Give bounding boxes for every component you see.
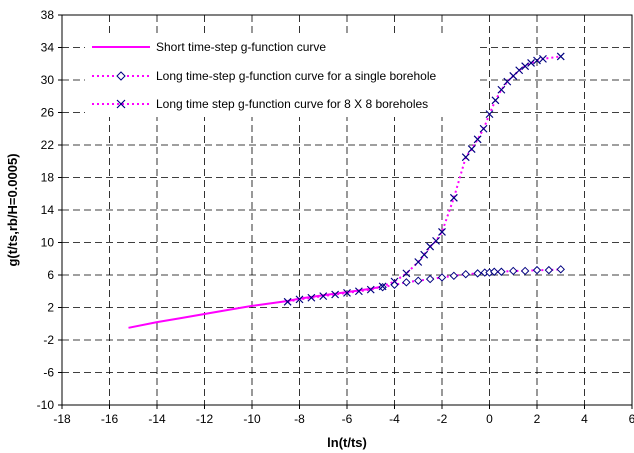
- x-marker: [378, 282, 387, 291]
- x-marker: [521, 62, 530, 71]
- legend: Short time-step g-function curve Long ti…: [85, 35, 477, 117]
- y-tick-label: 22: [41, 138, 55, 152]
- y-tick-label: 14: [41, 203, 55, 217]
- series-line-0: [128, 285, 383, 329]
- diamond-marker: [449, 271, 459, 281]
- x-marker: [390, 277, 399, 286]
- diamond-marker: [490, 267, 499, 276]
- legend-label-short: Short time-step g-function curve: [156, 40, 326, 54]
- x-marker: [467, 145, 476, 153]
- x-marker: [527, 59, 535, 67]
- x-marker: [491, 96, 500, 105]
- x-marker: [497, 85, 506, 94]
- x-marker: [539, 54, 547, 63]
- x-marker: [432, 236, 440, 245]
- diamond-marker: [556, 265, 565, 274]
- diamond-marker: [414, 276, 423, 285]
- y-tick-label: 18: [41, 171, 55, 185]
- x-marker: [556, 52, 565, 61]
- x-tick-label: -16: [101, 412, 119, 426]
- x-marker: [307, 293, 316, 302]
- legend-entry-short: Short time-step g-function curve: [92, 40, 326, 54]
- y-tick-label: 26: [41, 106, 55, 120]
- diamond-marker: [544, 265, 554, 275]
- y-tick-label: -2: [43, 333, 54, 347]
- diamond-marker: [473, 269, 482, 278]
- diamond-marker: [461, 269, 470, 279]
- diamond-marker: [497, 267, 506, 276]
- y-tick-label: -10: [37, 398, 55, 412]
- series-markers: [283, 52, 565, 306]
- x-tick-label: -6: [342, 412, 353, 426]
- y-tick-label: 2: [47, 301, 54, 315]
- x-marker: [473, 135, 482, 144]
- diamond-marker: [520, 266, 530, 276]
- diamond-marker: [402, 278, 411, 287]
- x-marker: [420, 250, 429, 259]
- x-marker: [414, 258, 423, 266]
- x-tick-label: 6: [629, 412, 634, 426]
- x-marker: [438, 228, 446, 236]
- x-tick-label: -4: [389, 412, 400, 426]
- x-marker: [461, 153, 470, 162]
- legend-label-single-borehole: Long time-step g-function curve for a si…: [156, 69, 436, 83]
- x-tick-label: -10: [243, 412, 261, 426]
- y-tick-label: 30: [41, 73, 55, 87]
- x-tick-label: -14: [148, 412, 166, 426]
- x-tick-label: -18: [53, 412, 71, 426]
- legend-entry-8x8-boreholes: Long time step g-function curve for 8 X …: [92, 97, 428, 111]
- y-tick-label: 38: [41, 8, 55, 22]
- x-marker: [515, 66, 524, 75]
- x-marker: [449, 193, 458, 202]
- y-tick-label: -6: [43, 366, 54, 380]
- legend-marker-x: [116, 99, 126, 109]
- y-tick-label: 10: [41, 236, 55, 250]
- legend-label-8x8-boreholes: Long time step g-function curve for 8 X …: [156, 97, 428, 111]
- x-marker: [402, 269, 411, 278]
- y-tick-label: 6: [47, 268, 54, 282]
- x-tick-label: 4: [581, 412, 588, 426]
- legend-entry-single-borehole: Long time-step g-function curve for a si…: [92, 69, 436, 83]
- x-marker: [479, 124, 488, 133]
- diamond-marker: [425, 274, 435, 284]
- x-tick-label: -8: [294, 412, 305, 426]
- series-line-1: [382, 268, 561, 289]
- y-axis-title: g(t/ts,rb/H=0.0005): [5, 153, 20, 266]
- x-marker: [485, 110, 494, 119]
- x-axis-ticks: -18 -16 -14 -12 -10 -8 -6 -4 -2 0 2 4 6: [53, 405, 634, 426]
- series-line-2: [287, 55, 561, 303]
- diamond-marker: [437, 273, 447, 282]
- x-axis-title: ln(t/ts): [327, 435, 367, 450]
- x-marker: [319, 292, 328, 301]
- diamond-marker: [532, 265, 542, 275]
- x-marker: [354, 287, 363, 296]
- x-tick-label: 2: [534, 412, 541, 426]
- x-marker: [331, 290, 340, 299]
- legend-background: [85, 35, 477, 117]
- x-tick-label: -12: [196, 412, 214, 426]
- diamond-marker: [509, 266, 518, 276]
- x-tick-label: 0: [486, 412, 493, 426]
- x-marker: [533, 56, 541, 65]
- x-marker: [283, 297, 292, 306]
- x-marker: [295, 295, 304, 304]
- x-marker: [343, 288, 351, 297]
- x-tick-label: -2: [437, 412, 448, 426]
- legend-marker-diamond: [116, 71, 126, 81]
- y-tick-label: 34: [41, 41, 55, 55]
- x-marker: [366, 285, 375, 294]
